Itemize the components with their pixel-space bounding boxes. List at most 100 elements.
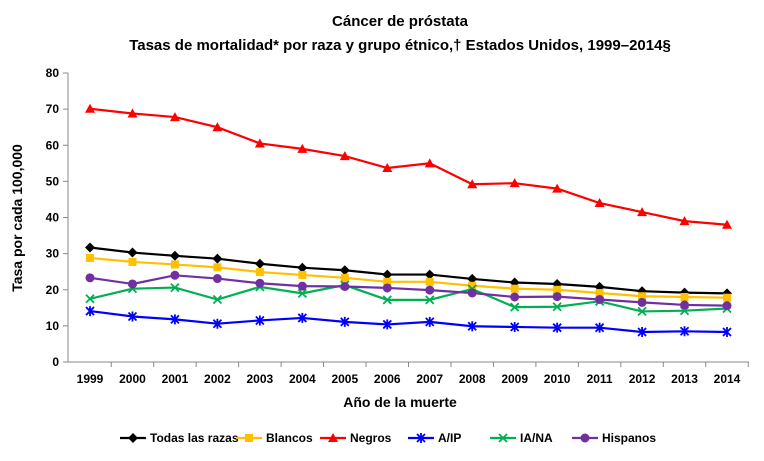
data-point <box>339 265 350 276</box>
legend-item: Blancos <box>236 431 313 445</box>
data-point <box>340 316 350 327</box>
legend-label: Todas las razas <box>150 431 239 445</box>
data-point <box>212 253 223 264</box>
data-point <box>722 219 732 229</box>
legend-label: Hispanos <box>602 431 656 445</box>
data-point <box>127 247 138 258</box>
x-tick-label: 2001 <box>162 372 189 386</box>
data-point <box>297 262 308 273</box>
data-point <box>212 122 223 132</box>
data-point <box>679 326 690 337</box>
data-point <box>212 318 223 329</box>
x-tick-label: 1999 <box>77 372 104 386</box>
legend-item: IA/NA <box>490 431 553 445</box>
data-point <box>340 281 350 291</box>
data-point <box>339 151 350 161</box>
data-point <box>594 322 605 333</box>
x-tick-label: 2013 <box>671 372 698 386</box>
data-point <box>85 294 95 304</box>
y-tick-label: 50 <box>46 174 60 188</box>
data-point <box>552 302 562 312</box>
data-point <box>297 281 307 291</box>
series-blancos <box>86 253 731 302</box>
data-point <box>467 321 477 332</box>
data-point <box>382 163 393 173</box>
x-tick-label: 2012 <box>629 372 656 386</box>
y-tick-label: 30 <box>46 247 60 261</box>
legend-marker <box>416 433 426 443</box>
x-tick-label: 2005 <box>331 372 358 386</box>
legend-item: Hispanos <box>572 431 656 445</box>
data-point <box>595 295 605 305</box>
data-point <box>637 297 647 307</box>
data-point <box>424 269 435 280</box>
data-point <box>85 103 95 113</box>
data-point <box>85 306 95 317</box>
data-point <box>594 198 605 208</box>
legend-marker <box>245 434 253 442</box>
data-point <box>722 301 732 311</box>
data-point <box>510 321 520 332</box>
legend-marker <box>580 433 590 443</box>
data-point <box>467 179 478 189</box>
data-point <box>297 288 307 298</box>
data-point <box>424 158 435 168</box>
x-tick-label: 2008 <box>459 372 486 386</box>
data-point <box>680 292 689 301</box>
y-tick-label: 60 <box>46 138 60 152</box>
series-line <box>89 309 728 334</box>
data-point <box>212 294 223 305</box>
x-tick-label: 2006 <box>374 372 401 386</box>
data-point <box>595 289 604 298</box>
legend-label: Blancos <box>266 431 313 445</box>
x-tick-label: 2010 <box>544 372 571 386</box>
data-point <box>382 295 392 305</box>
data-point <box>638 292 647 301</box>
series-a-ip <box>85 306 732 338</box>
data-point <box>255 315 265 326</box>
y-tick-label: 70 <box>46 102 60 116</box>
data-point <box>170 314 180 325</box>
legend-marker <box>128 433 138 443</box>
series-line <box>89 256 728 299</box>
data-point <box>213 263 222 272</box>
x-tick-label: 2004 <box>289 372 316 386</box>
data-point <box>127 279 137 289</box>
x-tick-label: 2003 <box>247 372 274 386</box>
data-point <box>127 108 138 118</box>
x-tick-label: 2009 <box>501 372 528 386</box>
y-axis-label: Tasa por cada 100,000 <box>9 144 25 292</box>
legend-label: IA/NA <box>520 431 553 445</box>
x-axis-label: Año de la muerte <box>343 394 457 410</box>
y-tick-label: 0 <box>52 355 59 369</box>
chart-subtitle: Tasas de mortalidad* por raza y grupo ét… <box>129 37 671 54</box>
data-point <box>510 302 520 312</box>
data-point <box>170 270 180 280</box>
data-point <box>425 285 435 295</box>
x-tick-label: 2002 <box>204 372 231 386</box>
data-point <box>552 183 563 193</box>
y-tick-label: 10 <box>46 319 60 333</box>
data-point <box>298 270 307 279</box>
data-point <box>680 300 690 310</box>
data-point <box>382 283 392 293</box>
data-point <box>553 285 562 294</box>
data-point <box>509 178 520 188</box>
legend-label: Negros <box>350 431 392 445</box>
data-point <box>637 306 647 317</box>
data-point <box>552 292 562 302</box>
data-point <box>255 268 264 277</box>
series-line <box>89 246 728 295</box>
data-point <box>425 295 435 305</box>
series-ia-na <box>85 280 732 317</box>
data-point <box>637 207 648 217</box>
data-point <box>425 316 435 327</box>
y-tick-label: 20 <box>46 283 60 297</box>
series-line <box>89 107 728 226</box>
series-negros <box>85 103 732 229</box>
legend-item: Negros <box>320 431 392 445</box>
data-point <box>85 273 95 283</box>
data-point <box>297 312 307 323</box>
